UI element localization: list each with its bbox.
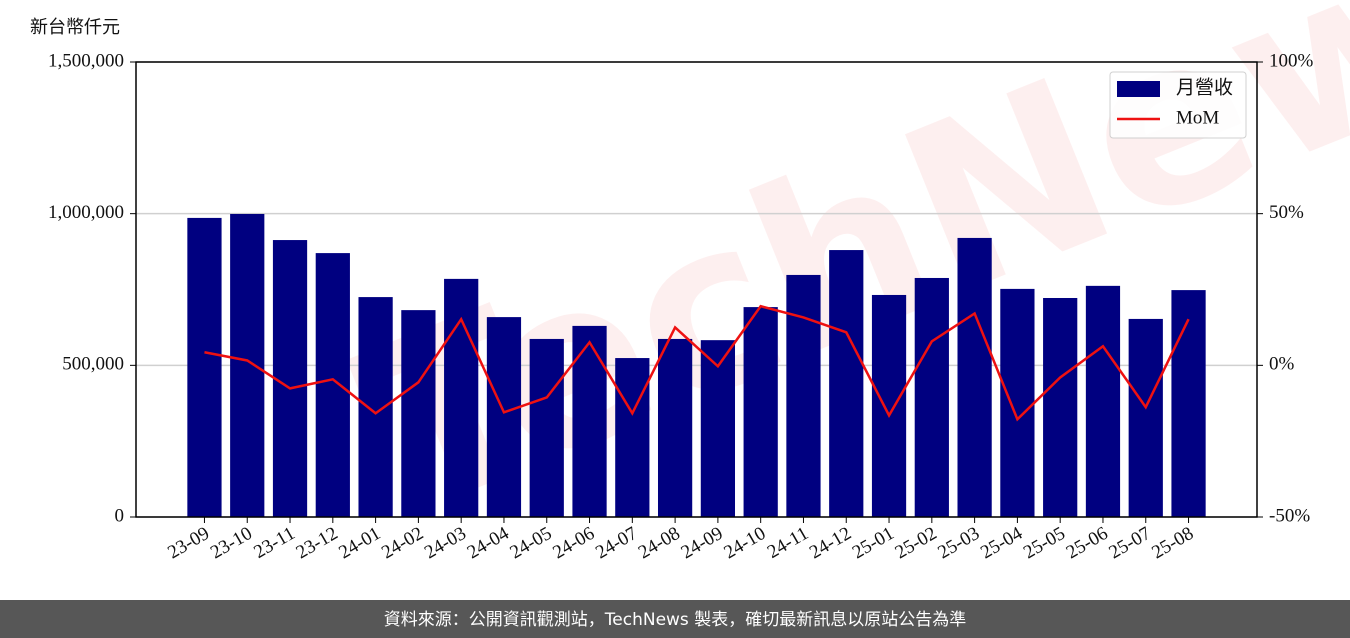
bar bbox=[1000, 288, 1035, 517]
bar bbox=[700, 340, 736, 517]
y-tick-label: 1,000,000 bbox=[48, 202, 124, 223]
bar bbox=[358, 297, 393, 517]
bar bbox=[914, 277, 949, 517]
bar bbox=[401, 310, 436, 517]
x-tick-label: 24-09 bbox=[678, 523, 727, 563]
x-tick-label: 25-05 bbox=[1020, 523, 1069, 563]
footer-band bbox=[0, 600, 1350, 638]
plot-frame bbox=[135, 61, 1258, 518]
footer: 資料來源：公開資訊觀測站，TechNews 製表，確切最新訊息以原站公告為準 bbox=[384, 610, 966, 630]
bar bbox=[957, 237, 992, 517]
bar bbox=[315, 253, 350, 517]
bar bbox=[615, 358, 650, 517]
x-tick-label: 23-10 bbox=[207, 523, 256, 563]
x-tick-label: 24-12 bbox=[806, 523, 855, 563]
x-tick-label: 25-01 bbox=[849, 523, 898, 563]
bar bbox=[529, 338, 564, 517]
x-tick-label: 24-10 bbox=[720, 523, 769, 563]
x-tick-label: 24-01 bbox=[335, 523, 384, 563]
x-tick-label: 23-09 bbox=[164, 523, 213, 563]
x-tick-label: 25-06 bbox=[1063, 523, 1112, 563]
bar bbox=[743, 307, 778, 517]
x-tick-label: 25-04 bbox=[977, 523, 1026, 564]
bar bbox=[657, 338, 693, 517]
y2-tick-label: 100% bbox=[1269, 50, 1314, 71]
bar bbox=[1128, 318, 1163, 517]
y2-tick-label: 50% bbox=[1269, 202, 1304, 223]
x-tick-label: 24-11 bbox=[764, 523, 812, 563]
x-tick-label: 24-07 bbox=[592, 523, 641, 563]
legend-label: 月營收 bbox=[1176, 76, 1233, 98]
y-tick-label: 500,000 bbox=[62, 354, 124, 375]
y-tick-label: 1,500,000 bbox=[48, 50, 124, 71]
x-tick-label: 24-08 bbox=[635, 523, 684, 563]
y-tick-label: 0 bbox=[115, 505, 125, 526]
bar bbox=[1043, 297, 1078, 517]
x-tick-label: 24-02 bbox=[378, 523, 427, 563]
legend-label: MoM bbox=[1176, 107, 1219, 128]
bar bbox=[572, 325, 607, 517]
legend-swatch bbox=[1117, 81, 1160, 97]
bar bbox=[272, 240, 308, 517]
bar bbox=[230, 213, 265, 517]
bar bbox=[1171, 290, 1206, 517]
x-tick-label: 25-07 bbox=[1106, 523, 1155, 563]
x-tick-label: 23-12 bbox=[293, 523, 342, 563]
y2-tick-label: 0% bbox=[1269, 354, 1295, 375]
bar bbox=[786, 274, 821, 517]
bar bbox=[444, 278, 479, 517]
y-axis-label: 新台幣仟元 bbox=[30, 17, 120, 38]
y2-tick-label: -50% bbox=[1269, 505, 1310, 526]
x-tick-label: 24-06 bbox=[549, 523, 598, 563]
x-tick-label: 25-08 bbox=[1148, 523, 1197, 563]
x-tick-label: 25-02 bbox=[892, 523, 941, 563]
bar bbox=[1085, 285, 1121, 517]
x-tick-label: 25-03 bbox=[934, 523, 983, 563]
bar bbox=[486, 317, 522, 517]
line bbox=[204, 304, 1190, 422]
bar bbox=[871, 294, 907, 517]
bar bbox=[187, 217, 222, 517]
x-tick-label: 23-11 bbox=[250, 523, 298, 563]
bar bbox=[829, 250, 864, 518]
